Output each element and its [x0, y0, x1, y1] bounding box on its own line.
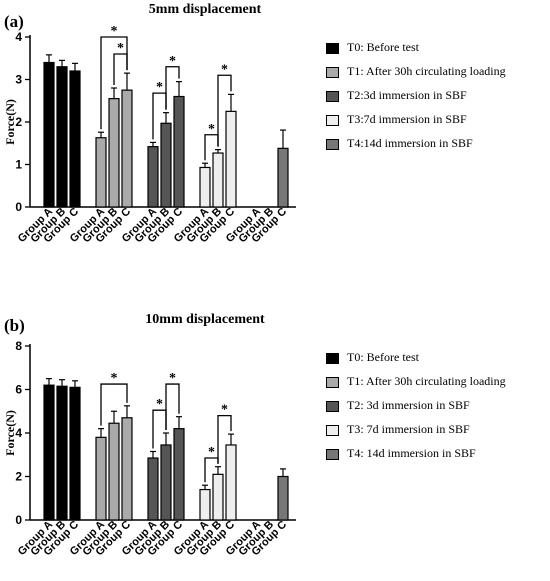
y-tick-label: 0 — [15, 200, 22, 214]
significance-bracket — [217, 74, 232, 147]
significance-bracket — [152, 409, 167, 449]
legend-label: T3: 7d immersion in SBF — [347, 422, 470, 436]
legend-label: T3:7d immersion in SBF — [347, 112, 467, 126]
legend-item: T2: 3d immersion in SBF — [326, 398, 470, 412]
significance-star: * — [111, 371, 118, 386]
legend-item: T1: After 30h circulating loading — [326, 374, 506, 388]
legend-swatch — [326, 448, 339, 460]
legend-item: T2:3d immersion in SBF — [326, 88, 467, 102]
legend-label: T0: Before test — [347, 350, 419, 364]
y-tick-label: 8 — [15, 339, 22, 353]
significance-star: * — [208, 445, 215, 460]
bar — [277, 147, 289, 208]
legend-label: T4:14d immersion in SBF — [347, 136, 473, 150]
significance-star: * — [208, 122, 215, 137]
bar — [95, 436, 107, 521]
bar — [56, 66, 68, 208]
chart-title: 5mm displacement — [148, 2, 262, 17]
legend-swatch — [326, 376, 339, 388]
y-tick-label: 3 — [15, 73, 22, 87]
legend-swatch — [326, 138, 339, 150]
bar — [69, 70, 81, 208]
y-tick-label: 2 — [15, 115, 22, 129]
bar — [43, 384, 55, 521]
bar — [147, 146, 159, 208]
bar — [108, 422, 120, 521]
bar — [160, 444, 172, 521]
bar — [69, 386, 81, 521]
legend-swatch — [326, 114, 339, 126]
bar — [160, 122, 172, 208]
legend-item: T4:14d immersion in SBF — [326, 136, 473, 150]
legend-label: T4: 14d immersion in SBF — [347, 446, 476, 460]
chart-title: 10mm displacement — [145, 312, 265, 327]
bar — [199, 488, 211, 521]
legend-swatch — [326, 352, 339, 364]
bar — [43, 61, 55, 208]
bar — [212, 473, 224, 521]
bar — [199, 166, 211, 208]
bar — [225, 444, 237, 521]
y-tick-label: 0 — [15, 513, 22, 527]
bar — [95, 137, 107, 208]
legend-item: T3: 7d immersion in SBF — [326, 422, 470, 436]
bar — [147, 457, 159, 521]
bar — [121, 417, 133, 521]
bar — [173, 95, 185, 208]
significance-bracket — [100, 383, 128, 426]
significance-star: * — [221, 62, 228, 77]
y-tick-label: 2 — [15, 470, 22, 484]
legend-swatch — [326, 400, 339, 412]
legend-label: T1: After 30h circulating loading — [347, 374, 506, 388]
chart-panel-a: (a) 5mm displacement 0 1 2 3 4 Force(N) Group … — [0, 0, 550, 290]
bar — [212, 152, 224, 208]
panel-label: (b) — [4, 316, 25, 335]
legend-item: T0: Before test — [326, 40, 419, 54]
y-axis-label: Force(N) — [3, 99, 17, 145]
significance-star: * — [221, 403, 228, 418]
y-tick-label: 4 — [15, 426, 22, 440]
significance-star: * — [156, 80, 163, 95]
bar — [121, 89, 133, 208]
significance-bracket — [165, 66, 180, 110]
y-axis-label: Force(N) — [3, 410, 17, 456]
y-tick-label: 1 — [15, 158, 22, 172]
bar — [277, 475, 289, 521]
bar — [108, 98, 120, 208]
significance-star: * — [111, 24, 118, 39]
legend-swatch — [326, 424, 339, 436]
legend-label: T2: 3d immersion in SBF — [347, 398, 470, 412]
significance-star: * — [169, 371, 176, 386]
bar — [225, 110, 237, 208]
legend-swatch — [326, 90, 339, 102]
y-tick-label: 4 — [15, 30, 22, 44]
legend-swatch — [326, 66, 339, 78]
legend-item: T4: 14d immersion in SBF — [326, 446, 476, 460]
bar — [56, 385, 68, 521]
legend-label: T0: Before test — [347, 40, 419, 54]
legend-label: T2:3d immersion in SBF — [347, 88, 467, 102]
significance-star: * — [117, 41, 124, 56]
significance-bracket — [113, 53, 128, 85]
significance-bracket — [217, 414, 232, 464]
legend-label: T1: After 30h circulating loading — [347, 64, 506, 78]
legend-item: T1: After 30h circulating loading — [326, 64, 506, 78]
panel-label: (a) — [4, 12, 24, 31]
bar — [173, 428, 185, 521]
chart-panel-b: (b) 10mm displacement 0 2 4 6 8 Force(N) Group… — [0, 290, 550, 580]
legend-item: T3:7d immersion in SBF — [326, 112, 467, 126]
significance-bracket — [165, 383, 180, 430]
legend-swatch — [326, 42, 339, 54]
significance-star: * — [169, 54, 176, 69]
y-tick-label: 6 — [15, 383, 22, 397]
legend-item: T0: Before test — [326, 350, 419, 364]
significance-star: * — [156, 397, 163, 412]
